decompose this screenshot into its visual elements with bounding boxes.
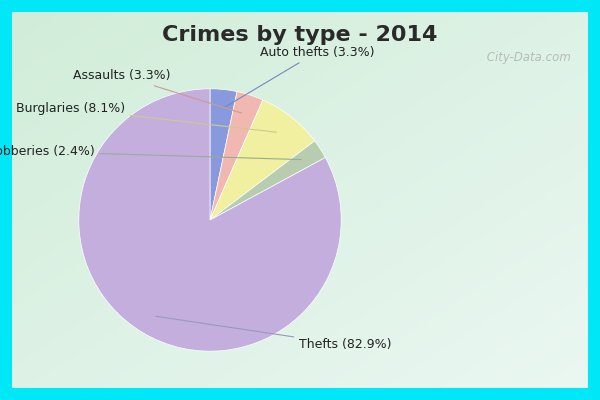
Text: Burglaries (8.1%): Burglaries (8.1%) xyxy=(16,102,277,132)
Bar xyxy=(12,12,588,61)
Text: City-Data.com: City-Data.com xyxy=(483,51,571,64)
Text: Robberies (2.4%): Robberies (2.4%) xyxy=(0,145,301,160)
Wedge shape xyxy=(210,92,263,220)
Wedge shape xyxy=(210,89,237,220)
Wedge shape xyxy=(79,89,341,351)
Text: Crimes by type - 2014: Crimes by type - 2014 xyxy=(163,24,437,44)
Wedge shape xyxy=(210,141,325,220)
Text: Assaults (3.3%): Assaults (3.3%) xyxy=(73,69,241,113)
Wedge shape xyxy=(210,100,314,220)
Text: Auto thefts (3.3%): Auto thefts (3.3%) xyxy=(224,46,374,108)
Text: Thefts (82.9%): Thefts (82.9%) xyxy=(155,316,392,351)
